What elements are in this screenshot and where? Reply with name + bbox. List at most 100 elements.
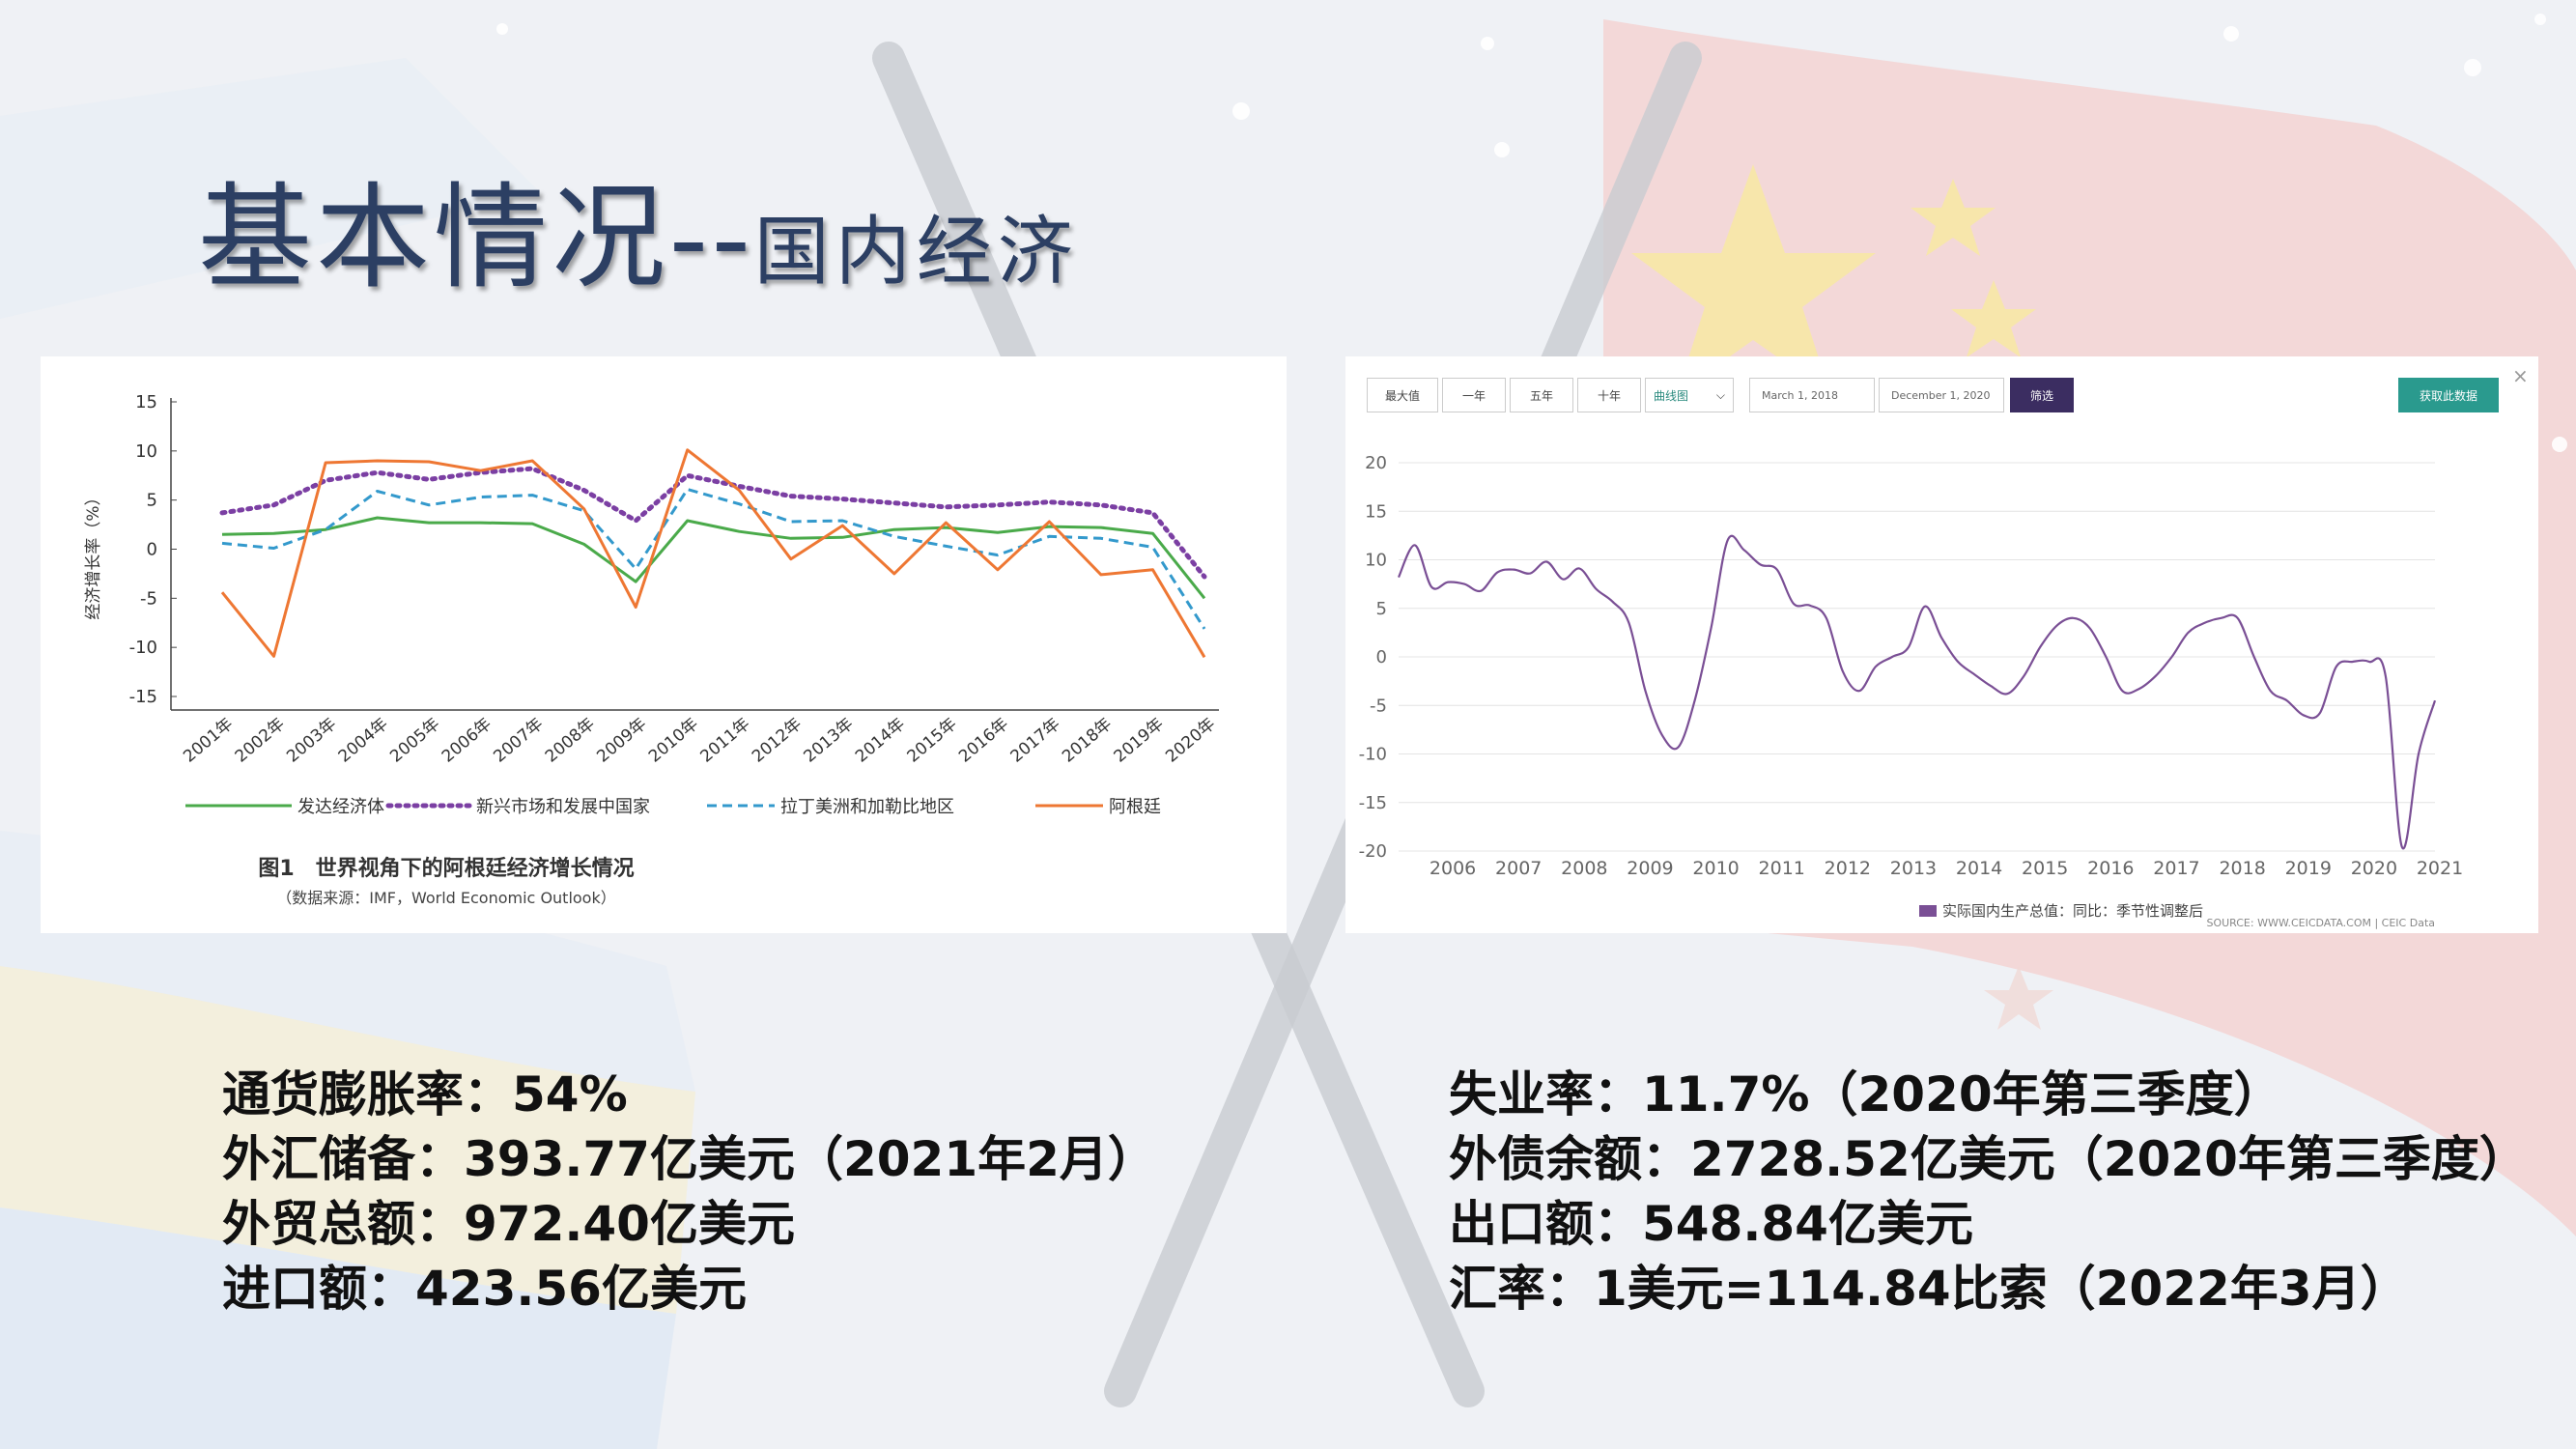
chart-type-value: 曲线图 (1654, 388, 1689, 403)
x-tick-label: 2020年 (1162, 715, 1219, 767)
chevron-down-icon: ⌵ (1715, 387, 1725, 402)
x-tick-label: 2009 (1627, 858, 1673, 879)
y-tick-label: 0 (1376, 647, 1387, 668)
x-tick-label: 2017年 (1007, 715, 1064, 767)
fact-value: 972.40亿美元 (464, 1196, 795, 1252)
x-tick-label: 2018 (2219, 858, 2265, 879)
end-date-input[interactable]: December 1, 2020 (1879, 378, 2004, 412)
x-tick-label: 2008 (1561, 858, 1607, 879)
legend-label: 新兴市场和发展中国家 (476, 797, 650, 817)
series-line (221, 516, 1206, 600)
five-year-button[interactable]: 五年 (1510, 378, 1573, 412)
fact-value: 548.84亿美元 (1642, 1196, 1973, 1252)
start-date-input[interactable]: March 1, 2018 (1749, 378, 1875, 412)
y-tick-label: 10 (135, 441, 157, 462)
fact-item: 外贸总额：972.40亿美元 (222, 1192, 1156, 1257)
figure-caption: 图1 世界视角下的阿根廷经济增长情况 (258, 856, 634, 881)
y-tick-label: -5 (140, 588, 157, 609)
x-tick-label: 2002年 (232, 715, 289, 767)
x-tick-label: 2018年 (1059, 715, 1116, 767)
fact-value: 393.77亿美元（2021年2月） (464, 1131, 1156, 1187)
x-tick-label: 2015年 (904, 715, 961, 767)
y-tick-label: -15 (129, 687, 157, 707)
legend-label: 实际国内生产总值：同比：季节性调整后 (1942, 902, 2203, 920)
chart-type-select[interactable]: 曲线图 ⌵ (1645, 378, 1734, 412)
x-tick-label: 2005年 (386, 715, 443, 767)
y-tick-label: -15 (1359, 793, 1387, 813)
x-tick-label: 2019年 (1111, 715, 1168, 767)
fact-item: 进口额：423.56亿美元 (222, 1257, 1156, 1321)
series-line (219, 466, 1207, 580)
figure-source: （数据来源：IMF，World Economic Outlook） (276, 889, 616, 907)
x-tick-label: 2007 (1495, 858, 1542, 879)
series-line (221, 488, 1206, 630)
close-icon[interactable]: × (2512, 364, 2529, 387)
x-tick-label: 2004年 (335, 715, 392, 767)
legend-label: 阿根廷 (1109, 797, 1161, 817)
get-data-button[interactable]: 获取此数据 (2398, 378, 2499, 412)
x-tick-label: 2020 (2351, 858, 2397, 879)
title-main: 基本情况-- (198, 171, 754, 304)
x-tick-label: 2019 (2285, 858, 2332, 879)
slide-title: 基本情况--国内经济 (198, 145, 1079, 310)
x-tick-label: 2003年 (283, 715, 340, 767)
small-star-icon (1951, 280, 2036, 357)
y-tick-label: 15 (135, 392, 157, 412)
ten-year-button[interactable]: 十年 (1577, 378, 1641, 412)
small-star-icon (1984, 966, 2053, 1030)
y-tick-label: 20 (1365, 453, 1387, 473)
x-tick-label: 2001年 (180, 715, 237, 767)
growth-comparison-chart: 经济增长率（%） 151050-5-10-152001年2002年2003年20… (84, 392, 1219, 907)
small-star-icon (1911, 179, 1996, 256)
fact-item: 外债余额：2728.52亿美元（2020年第三季度） (1449, 1127, 2528, 1192)
fact-value: 54% (512, 1066, 628, 1122)
x-tick-label: 2011 (1759, 858, 1805, 879)
fact-value: 1美元=114.84比索（2022年3月） (1594, 1261, 2409, 1317)
x-tick-label: 2014年 (852, 715, 909, 767)
y-tick-label: -5 (1370, 696, 1387, 716)
x-tick-label: 2013年 (801, 715, 858, 767)
fact-label: 汇率： (1449, 1261, 1594, 1317)
x-tick-label: 2021 (2417, 858, 2463, 879)
legend-label: 拉丁美洲和加勒比地区 (780, 797, 954, 817)
one-year-button[interactable]: 一年 (1442, 378, 1506, 412)
fact-item: 汇率：1美元=114.84比索（2022年3月） (1449, 1257, 2528, 1321)
fact-label: 失业率： (1449, 1066, 1642, 1122)
x-tick-label: 2010年 (645, 715, 702, 767)
x-tick-label: 2011年 (696, 715, 753, 767)
x-tick-label: 2008年 (542, 715, 599, 767)
y-tick-label: 0 (147, 540, 157, 560)
x-tick-label: 2012 (1825, 858, 1871, 879)
fact-value: 423.56亿美元 (415, 1261, 747, 1317)
x-tick-label: 2006年 (439, 715, 495, 767)
facts-left-list: 通货膨胀率：54% 外汇储备：393.77亿美元（2021年2月） 外贸总额：972… (222, 1063, 1156, 1321)
series-line (1397, 534, 2437, 850)
fact-label: 外汇储备： (222, 1131, 464, 1187)
y-tick-label: 5 (1376, 599, 1387, 619)
growth-comparison-figure: 经济增长率（%） 15 10 5 0 -5 -10 -15 2001年 2002年 2003年 20… (41, 356, 1287, 933)
large-star-icon (1631, 164, 1876, 394)
y-tick-label: -20 (1359, 841, 1387, 862)
fact-item: 外汇储备：393.77亿美元（2021年2月） (222, 1127, 1156, 1192)
x-tick-label: 2007年 (490, 715, 547, 767)
fact-label: 外债余额： (1449, 1131, 1690, 1187)
filter-button[interactable]: 筛选 (2010, 378, 2074, 412)
y-axis-label: 经济增长率（%） (84, 489, 103, 619)
ceic-gdp-chart-widget: 最大值 一年 五年 十年 曲线图 ⌵ March 1, 2018 Decembe… (1345, 356, 2538, 933)
max-range-button[interactable]: 最大值 (1367, 378, 1438, 412)
fact-item: 出口额：548.84亿美元 (1449, 1192, 2528, 1257)
fact-value: 2728.52亿美元（2020年第三季度） (1690, 1131, 2528, 1187)
y-tick-label: 15 (1365, 501, 1387, 522)
x-tick-label: 2009年 (593, 715, 650, 767)
fact-label: 外贸总额： (222, 1196, 464, 1252)
x-tick-label: 2017 (2153, 858, 2199, 879)
x-tick-label: 2014 (1956, 858, 2002, 879)
fact-item: 通货膨胀率：54% (222, 1063, 1156, 1127)
y-tick-label: -10 (1359, 745, 1387, 765)
legend-swatch (1919, 905, 1937, 917)
series-line (220, 448, 1206, 659)
x-tick-label: 2012年 (749, 715, 806, 767)
x-tick-label: 2006 (1430, 858, 1476, 879)
legend-label: 发达经济体 (297, 797, 384, 817)
